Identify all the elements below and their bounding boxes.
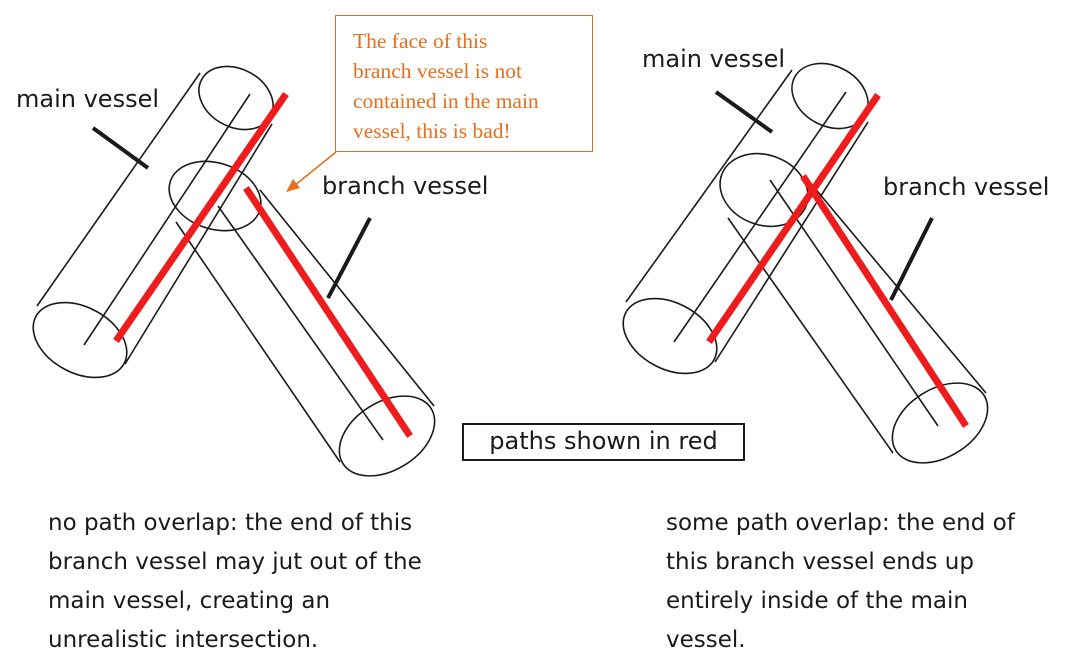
right-branch-vessel-pointer [889,217,934,301]
right-branch-vessel-end [891,382,989,464]
note-arrow [286,151,337,192]
note-callout-text: The face of this branch vessel is not co… [353,26,589,146]
left-diagram [32,65,436,477]
left-branch-vessel-centerline [217,205,384,441]
left-main-vessel-bottom-end [32,301,128,379]
right-branch-vessel-lower-wall [727,217,894,454]
right-paths [706,93,969,428]
right-branch-vessel-centerline [769,179,939,427]
note-callout-box [335,15,593,152]
right-main-vessel-pointer [714,90,774,134]
note-line: The face of this [353,29,488,53]
left-paths [113,92,413,438]
left-branch-vessel-end [338,395,436,477]
caption-line: this branch vessel ends up [666,549,974,575]
left-main-vessel-left-wall [36,72,201,307]
right-main-vessel [622,62,869,375]
left-main-vessel [32,65,274,379]
legend-box [462,423,745,461]
left-branch-vessel-pointer [326,217,372,299]
note-line: branch vessel is not [353,59,522,83]
caption-line: main vessel, creating an [48,588,331,614]
caption-line: entirely inside of the main [666,588,968,614]
right-caption: some path overlap: the end of this branc… [666,504,1066,660]
caption-line: some path overlap: the end of [666,510,1015,536]
caption-line: branch vessel may jut out of the [48,549,422,575]
legend-label: paths shown in red [489,427,718,455]
left-main-vessel-label: main vessel [16,85,159,113]
left-main-vessel-pointer [91,126,150,170]
right-branch-path [800,174,969,428]
right-main-vessel-left-wall [625,69,793,303]
right-diagram [622,62,989,464]
note-line: contained in the main [353,89,539,113]
right-main-path [706,93,881,344]
caption-line: no path overlap: the end of this [48,510,413,536]
right-main-vessel-bottom-end [622,297,718,375]
note-line: vessel, this is bad! [353,119,511,143]
left-branch-vessel [168,160,436,477]
left-caption: no path overlap: the end of this branch … [48,504,468,660]
caption-line: vessel. [666,627,746,653]
left-branch-path [243,186,413,438]
left-branch-vessel-lower-wall [175,221,341,463]
left-main-path [113,92,289,343]
right-main-vessel-centerline [673,91,847,343]
left-main-vessel-centerline [83,93,251,346]
right-main-vessel-right-wall [714,121,869,363]
caption-line: unrealistic intersection. [48,627,319,653]
right-main-vessel-label: main vessel [642,45,785,73]
left-branch-vessel-label: branch vessel [322,172,488,200]
right-branch-vessel-label: branch vessel [883,173,1049,201]
left-branch-vessel-upper-wall [259,189,435,407]
left-main-vessel-right-wall [124,123,273,365]
